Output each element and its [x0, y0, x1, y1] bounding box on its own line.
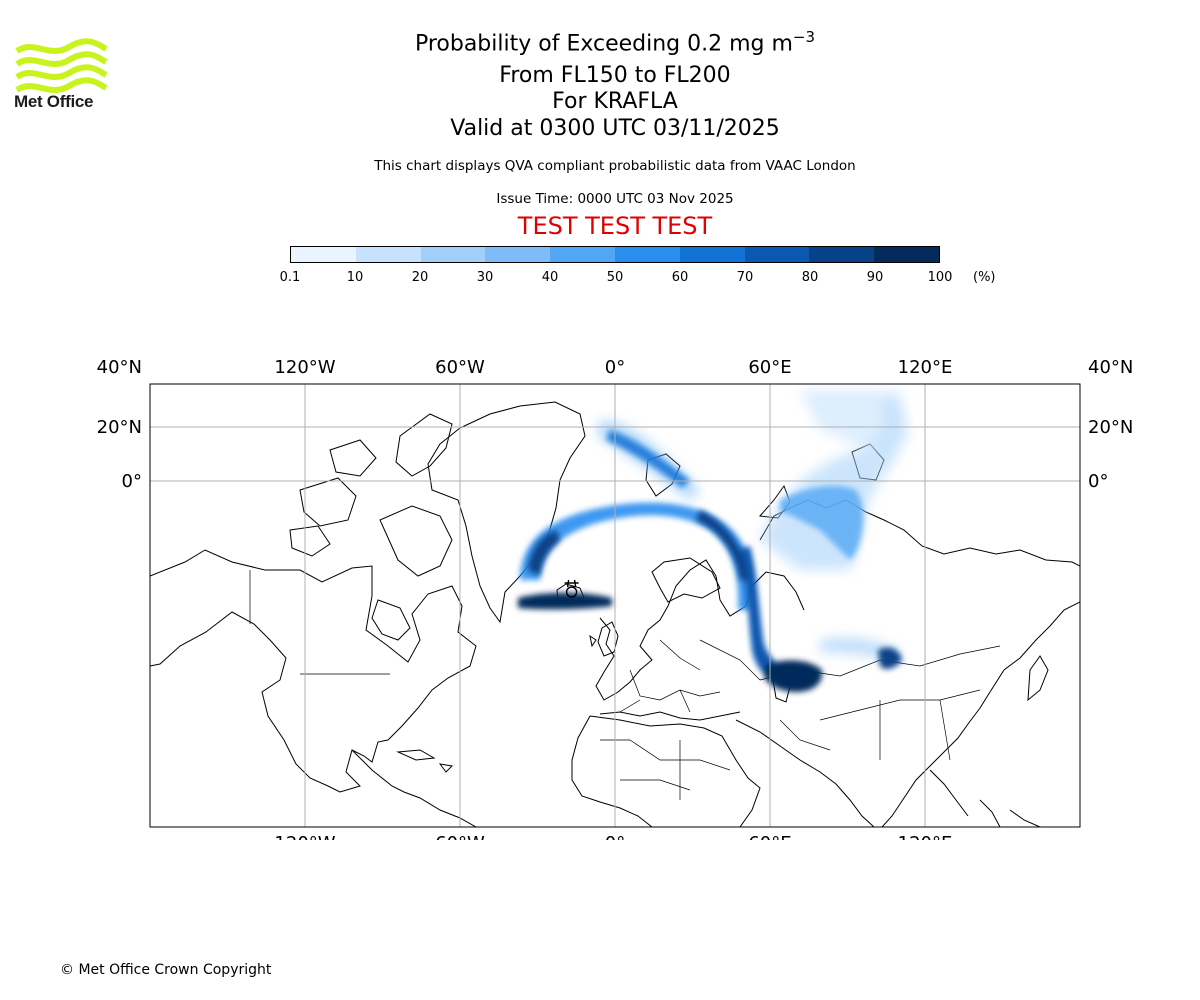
longitude-label-top: 0°	[605, 357, 625, 378]
valid-time: Valid at 0300 UTC 03/11/2025	[450, 116, 780, 141]
plume-layer-high-kazakh	[764, 660, 823, 692]
colorbar-tick-label: 70	[736, 270, 754, 285]
border-africa	[600, 739, 731, 800]
colorbar-unit: (%)	[973, 270, 996, 285]
colorbar-segment	[744, 247, 810, 262]
plume-layer-medium-svalbard	[606, 430, 690, 488]
ash-plume	[518, 390, 910, 692]
coastline-japan	[1027, 655, 1049, 702]
latitude-label-left: 40°N	[97, 357, 142, 378]
longitude-label-top: 120°E	[898, 357, 953, 378]
met-office-logo-text: Met Office	[14, 92, 94, 111]
coastline-greenland	[427, 401, 586, 624]
colorbar	[290, 246, 940, 263]
colorbar-tick-label: 20	[411, 270, 429, 285]
border-europe	[619, 639, 761, 713]
plume-high-probability	[518, 510, 902, 692]
plume-layer-low-northeast	[800, 390, 910, 450]
plume-layer-high-greenland	[528, 530, 560, 576]
colorbar-tick-label: 50	[606, 270, 624, 285]
coastline-caribbean	[396, 749, 454, 773]
colorbar-tick-label: 30	[476, 270, 494, 285]
longitude-label-bottom: 120°E	[898, 833, 953, 840]
title-main: Probability of Exceeding 0.2 mg m	[414, 31, 793, 57]
plume-layer-high-mongolia	[878, 647, 902, 669]
plume-layer-medium-east	[780, 485, 864, 560]
plume-layer-medium-arc	[520, 502, 754, 610]
coastline-north-america	[150, 549, 477, 793]
colorbar-tick-label: 100	[927, 270, 953, 285]
latitude-label-right: 20°N	[1088, 417, 1133, 438]
longitude-label-top: 60°W	[435, 357, 485, 378]
map-frame	[149, 383, 1081, 828]
colorbar-tick-label: 80	[801, 270, 819, 285]
chart-description: This chart displays QVA compliant probab…	[374, 158, 856, 174]
coastline-hudson-bay	[371, 599, 411, 641]
longitude-label-top: 120°W	[274, 357, 335, 378]
ash-probability-map: 120°W 120°W 60°W 60°W 0° 0° 60°E 60°E 120°E 120°E…	[97, 357, 1134, 840]
coastline-asia-east	[881, 601, 1080, 827]
colorbar-segment	[809, 247, 875, 262]
colorbar-tick-label: 60	[671, 270, 689, 285]
plume-layer-high-south	[738, 546, 800, 686]
colorbar-segment	[679, 247, 745, 262]
longitude-label-bottom: 60°W	[435, 833, 485, 840]
colorbar-segment	[550, 247, 615, 262]
met-office-logo	[15, 38, 108, 93]
coastline-scandinavia	[651, 557, 721, 603]
coastline-ellesmere	[395, 413, 453, 477]
coastline-central-america	[351, 749, 477, 827]
title-superscript: −3	[792, 28, 816, 46]
latitude-label-left: 20°N	[97, 417, 142, 438]
colorbar-tick-label: 0.1	[279, 270, 301, 285]
colorbar-segment	[874, 247, 939, 262]
volcano-name: For KRAFLA	[552, 89, 678, 114]
longitude-label-bottom: 0°	[605, 833, 625, 840]
plume-layer-low-east	[760, 400, 904, 570]
colorbar-tick-label: 90	[866, 270, 884, 285]
border-us-canada	[249, 570, 390, 675]
axis-labels: 120°W 120°W 60°W 60°W 0° 0° 60°E 60°E 120°E 120°E…	[97, 357, 1134, 840]
colorbar-segment	[355, 247, 421, 262]
coastline-baffin	[379, 505, 453, 577]
colorbar-tick-label: 40	[541, 270, 559, 285]
latitude-label-left: 0°	[122, 471, 142, 492]
plume-medium-probability	[520, 430, 864, 610]
plume-layer-high-iceland	[518, 592, 612, 610]
longitude-label-bottom: 120°W	[274, 833, 335, 840]
coastline-arctic-islands	[289, 439, 377, 557]
coastline-arabia-india	[735, 719, 875, 827]
coastline-africa	[571, 715, 761, 827]
test-banner: TEST TEST TEST	[517, 212, 713, 240]
country-borders	[249, 570, 1001, 800]
coastline-mediterranean	[599, 711, 741, 721]
colorbar-segment	[291, 247, 356, 262]
latitude-label-right: 40°N	[1088, 357, 1133, 378]
latitude-label-right: 0°	[1088, 471, 1108, 492]
chart-title: Probability of Exceeding 0.2 mg m−3	[300, 28, 930, 56]
plume-layer-high-arc	[696, 510, 748, 580]
colorbar-tick-label: 10	[346, 270, 364, 285]
colorbar-segment	[485, 247, 551, 262]
longitude-label-top: 60°E	[748, 357, 791, 378]
colorbar-segment	[420, 247, 486, 262]
copyright-notice: © Met Office Crown Copyright	[60, 962, 272, 978]
volcano-marker-icon	[564, 579, 579, 598]
coastline-uk	[589, 621, 619, 657]
coastline-southeast-asia	[929, 769, 1041, 827]
gridlines	[150, 384, 1080, 827]
issue-time: Issue Time: 0000 UTC 03 Nov 2025	[496, 191, 734, 207]
flight-level-range: From FL150 to FL200	[499, 63, 731, 88]
longitude-label-bottom: 60°E	[748, 833, 791, 840]
colorbar-segment	[614, 247, 680, 262]
